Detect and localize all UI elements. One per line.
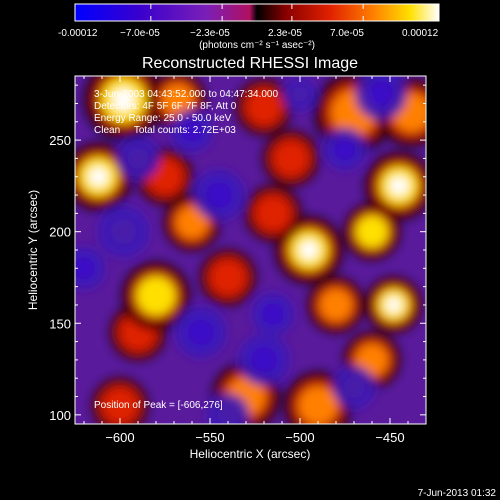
colorbar-tick-label-3: 2.3e-05 — [268, 28, 302, 39]
annotation-clean-counts: Clean Total counts: 2.72E+03 — [94, 125, 236, 136]
y-tick-label: 200 — [49, 225, 71, 240]
heatmap-blob — [175, 206, 209, 239]
x-tick-label: −550 — [195, 430, 224, 445]
heatmap-blob-neg-core — [217, 404, 239, 424]
chart-title: Reconstructed RHESSI Image — [142, 55, 358, 72]
x-tick-label: −500 — [285, 430, 314, 445]
annotation-detectors: Detectors: 4F 5F 6F 7F 8F, Att 0 — [94, 101, 237, 112]
heatmap-blob-neg-core — [251, 346, 277, 373]
heatmap-blob-neg-core — [262, 303, 284, 325]
heatmap-image — [75, 76, 426, 424]
heatmap-blob-neg-core — [206, 182, 232, 209]
heatmap-blob-core — [299, 240, 319, 260]
colorbar-ticks — [74, 4, 440, 21]
heatmap-blob-neg-core — [368, 81, 394, 108]
heatmap-blob — [256, 197, 290, 230]
heatmap-blob-neg-core — [110, 218, 137, 245]
y-axis: 100 150 200 250 — [49, 84, 426, 423]
heatmap-blob-neg-core — [75, 257, 95, 280]
colorbar-tick-label-0: -0.00012 — [58, 28, 98, 39]
heatmap-blob-neg-core — [334, 138, 356, 161]
annotation-time-range: 3-Jun-2003 04:43:52.000 to 04:47:34.000 — [94, 89, 278, 100]
footer-timestamp: 7-Jun-2013 01:32 — [418, 488, 497, 499]
heatmap-blob-neg-core — [127, 147, 149, 170]
x-axis: −600 −550 −500 −450 — [83, 76, 427, 445]
heatmap-blob-neg-core — [291, 85, 309, 103]
y-tick-label: 250 — [49, 133, 71, 148]
peak-position-label: Position of Peak = [-606,276] — [94, 400, 223, 411]
heatmap-blob — [247, 90, 281, 124]
heatmap-blob — [298, 386, 338, 424]
colorbar-unit-label: (photons cm⁻² s⁻¹ asec⁻²) — [199, 40, 315, 51]
x-axis-label: Heliocentric X (arcsec) — [190, 447, 311, 461]
x-tick-label: −600 — [105, 430, 134, 445]
heatmap-blob-core — [389, 176, 409, 196]
y-tick-label: 100 — [49, 408, 71, 423]
annotation-energy-range: Energy Range: 25.0 - 50.0 keV — [94, 113, 232, 124]
heatmap-blob — [274, 142, 308, 175]
heatmap-blob-core — [363, 223, 381, 240]
heatmap-blob — [103, 389, 137, 422]
heatmap-blob-neg-core — [188, 319, 214, 346]
colorbar-tick-label-5: 0.00012 — [402, 28, 439, 39]
colorbar-tick-label-2: −2.3e-05 — [190, 28, 230, 39]
heatmap-blob-core — [88, 167, 109, 187]
heatmap-blob-core — [385, 296, 402, 314]
heatmap-blob-neg-core — [343, 376, 365, 399]
heatmap-blob-neg-core — [181, 120, 203, 142]
colorbar-tick-label-4: 7.0e-05 — [330, 28, 364, 39]
heatmap-blob — [161, 83, 194, 117]
x-tick-label: −450 — [375, 430, 404, 445]
heatmap-blob-core — [112, 88, 135, 112]
y-tick-label: 150 — [49, 316, 71, 331]
y-axis-label: Heliocentric Y (arcsec) — [26, 190, 40, 310]
colorbar — [74, 3, 440, 22]
heatmap-blob — [355, 343, 389, 377]
heatmap-blob — [211, 261, 245, 294]
colorbar-tick-label-1: −7.0e-05 — [120, 28, 160, 39]
heatmap-blob-core — [146, 286, 166, 306]
heatmap-blob — [319, 288, 353, 322]
